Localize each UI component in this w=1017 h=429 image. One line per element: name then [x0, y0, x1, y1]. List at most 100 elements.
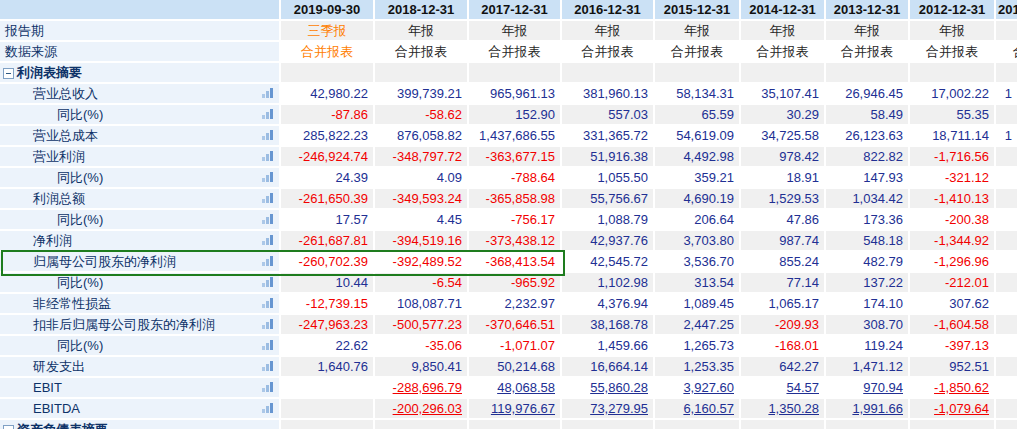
column-header-2015-12-31[interactable]: 2015-12-31: [653, 0, 739, 21]
value-cell: 51,916.38: [560, 147, 653, 168]
bar-chart-icon[interactable]: [262, 87, 274, 98]
value-link[interactable]: -1,079.64: [908, 399, 994, 420]
row-label-cell: 利润表摘要: [0, 63, 279, 84]
collapse-icon[interactable]: [3, 68, 14, 79]
bar-chart-icon[interactable]: [262, 129, 274, 140]
value-cell: 399,739.21: [373, 84, 467, 105]
table-row: 非经常性损益-12,739.15108,087.712,232.974,376.…: [0, 294, 1017, 315]
value-link[interactable]: 1,991.66: [824, 399, 908, 420]
column-header-2019-09-30[interactable]: 2019-09-30: [279, 0, 373, 21]
value-cell: -260,702.39: [279, 252, 373, 273]
value-cell: 4.09: [373, 168, 467, 189]
value-link[interactable]: -1,850.62: [908, 378, 994, 399]
row-label-cell: 同比(%): [0, 168, 279, 189]
value-cell: -1,410.13: [908, 189, 994, 210]
value-link[interactable]: -288,696.79: [373, 378, 467, 399]
collapse-icon[interactable]: [3, 425, 14, 429]
value-link[interactable]: 970.94: [824, 378, 908, 399]
value-cell: 4,376.94: [560, 294, 653, 315]
bar-chart-icon[interactable]: [262, 402, 274, 413]
value-link[interactable]: 3,927.60: [653, 378, 739, 399]
value-cell: 35,107.41: [739, 84, 824, 105]
value-cell: 285,822.23: [279, 126, 373, 147]
column-header-2017-12-31[interactable]: 2017-12-31: [467, 0, 560, 21]
value-cell: 77.14: [739, 273, 824, 294]
bar-chart-icon[interactable]: [262, 171, 274, 182]
row-label: 同比(%): [0, 336, 103, 355]
bar-chart-icon[interactable]: [262, 360, 274, 371]
value-cell: 987.74: [739, 231, 824, 252]
financial-statement-table: 2019-09-302018-12-312017-12-312016-12-31…: [0, 0, 1017, 429]
value-cell: -209.93: [739, 315, 824, 336]
value-cell: [373, 420, 467, 429]
value-cell: -58.62: [373, 105, 467, 126]
value-cell: 308.70: [824, 315, 908, 336]
bar-chart-icon[interactable]: [262, 108, 274, 119]
value-cell: 55,756.67: [560, 189, 653, 210]
value-cell: 10.44: [279, 273, 373, 294]
bar-chart-icon[interactable]: [262, 276, 274, 287]
bar-chart-icon[interactable]: [262, 150, 274, 161]
value-cell: 合并报表: [373, 42, 467, 63]
value-cell: 331,365.72: [560, 126, 653, 147]
value-link[interactable]: -200,296.03: [373, 399, 467, 420]
bar-chart-icon[interactable]: [262, 339, 274, 350]
value-cell: 313.54: [653, 273, 739, 294]
table-row: 归属母公司股东的净利润-260,702.39-392,489.52-368,41…: [0, 252, 1017, 273]
bar-chart-icon[interactable]: [262, 213, 274, 224]
value-cell: -35.06: [373, 336, 467, 357]
bar-chart-icon[interactable]: [262, 234, 274, 245]
column-header-2013-12-31[interactable]: 2013-12-31: [824, 0, 908, 21]
value-cell: 42,980.22: [279, 84, 373, 105]
value-link[interactable]: 6,160.57: [653, 399, 739, 420]
bar-chart-icon[interactable]: [262, 255, 274, 266]
column-header-2016-12-31[interactable]: 2016-12-31: [560, 0, 653, 21]
bar-chart-icon[interactable]: [262, 318, 274, 329]
value-cell: [994, 420, 1017, 429]
value-cell: [994, 294, 1017, 315]
value-cell: 17.57: [279, 210, 373, 231]
value-cell: 642.27: [739, 357, 824, 378]
value-cell: [994, 189, 1017, 210]
value-cell: -1,344.92: [908, 231, 994, 252]
table-row: 营业总成本285,822.23876,058.821,437,686.55331…: [0, 126, 1017, 147]
row-label: 研发支出: [0, 357, 85, 376]
value-cell: [560, 420, 653, 429]
value-link[interactable]: 73,279.95: [560, 399, 653, 420]
row-label: 非经常性损益: [0, 294, 111, 313]
value-cell: 147.93: [824, 168, 908, 189]
value-cell: 1,034.42: [824, 189, 908, 210]
value-cell: 1,471.12: [824, 357, 908, 378]
column-header-2014-12-31[interactable]: 2014-12-31: [739, 0, 824, 21]
row-label: 同比(%): [0, 273, 103, 292]
section-row: 资产负债表摘要: [0, 420, 1017, 429]
value-cell: 9,850.41: [373, 357, 467, 378]
column-header-2018-12-31[interactable]: 2018-12-31: [373, 0, 467, 21]
row-label-cell: 研发支出: [0, 357, 279, 378]
row-label-cell: EBIT: [0, 378, 279, 399]
row-label-cell: 同比(%): [0, 105, 279, 126]
value-cell: [560, 63, 653, 84]
bar-chart-icon[interactable]: [262, 381, 274, 392]
row-label: EBITDA: [0, 399, 80, 418]
value-cell: [994, 21, 1017, 42]
column-header-2012-12-31[interactable]: 2012-12-31: [908, 0, 994, 21]
value-cell: 2,447.25: [653, 315, 739, 336]
value-cell: -363,677.15: [467, 147, 560, 168]
row-label: 同比(%): [0, 105, 103, 124]
value-link[interactable]: 55,860.28: [560, 378, 653, 399]
row-label: 净利润: [0, 231, 72, 250]
value-cell: 482.79: [824, 252, 908, 273]
value-link[interactable]: 54.57: [739, 378, 824, 399]
bar-chart-icon[interactable]: [262, 192, 274, 203]
bar-chart-icon[interactable]: [262, 297, 274, 308]
value-link[interactable]: 48,068.58: [467, 378, 560, 399]
column-header-201[interactable]: 201: [994, 0, 1017, 21]
value-cell: 108,087.71: [373, 294, 467, 315]
value-link[interactable]: 119,976.67: [467, 399, 560, 420]
value-cell: [279, 420, 373, 429]
value-cell: -370,646.51: [467, 315, 560, 336]
value-link[interactable]: 1,350.28: [739, 399, 824, 420]
value-cell: 119.24: [824, 336, 908, 357]
value-cell: 30.29: [739, 105, 824, 126]
